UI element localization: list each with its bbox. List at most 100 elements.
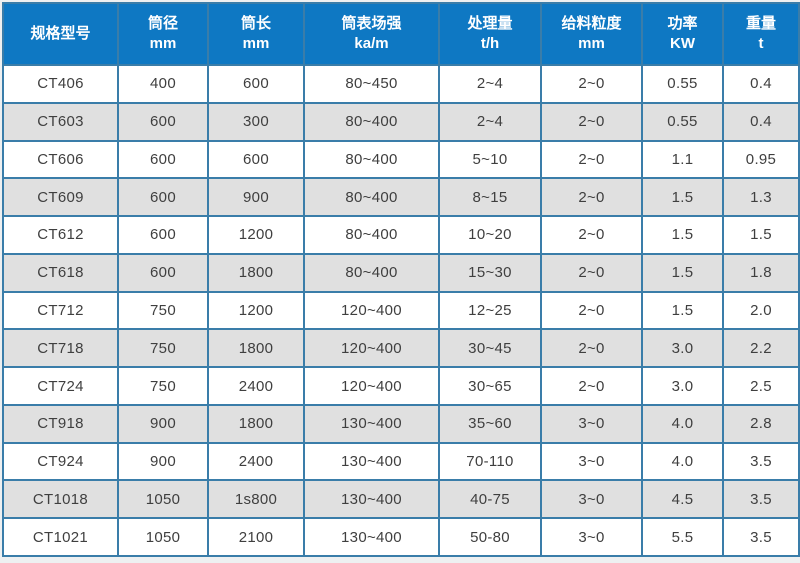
cell-power: 1.5 bbox=[641, 177, 724, 218]
cell-field-strength: 80~400 bbox=[303, 101, 440, 142]
cell-diameter: 400 bbox=[117, 64, 209, 104]
column-header-feed-size: 给料粒度 mm bbox=[540, 2, 643, 66]
table-row: CT606 600 600 80~400 5~10 2~0 1.1 0.95 bbox=[2, 139, 800, 180]
table-row: CT406 400 600 80~450 2~4 2~0 0.55 0.4 bbox=[2, 64, 800, 104]
column-unit: mm bbox=[149, 35, 177, 52]
table-row: CT603 600 300 80~400 2~4 2~0 0.55 0.4 bbox=[2, 101, 800, 142]
cell-length: 2400 bbox=[207, 441, 305, 482]
cell-weight: 0.4 bbox=[722, 64, 800, 104]
column-label: 筒表场强 bbox=[341, 14, 402, 32]
cell-diameter: 750 bbox=[117, 290, 209, 331]
cell-diameter: 1050 bbox=[117, 517, 209, 557]
cell-model: CT1018 bbox=[2, 479, 119, 520]
cell-length: 1s800 bbox=[207, 479, 305, 520]
cell-diameter: 600 bbox=[117, 252, 209, 293]
cell-field-strength: 80~400 bbox=[303, 177, 440, 218]
table-row: CT1021 1050 2100 130~400 50-80 3~0 5.5 3.5 bbox=[2, 517, 800, 557]
cell-field-strength: 130~400 bbox=[303, 479, 440, 520]
cell-field-strength: 120~400 bbox=[303, 328, 440, 369]
cell-field-strength: 120~400 bbox=[303, 290, 440, 331]
cell-capacity: 70-110 bbox=[438, 441, 542, 482]
column-label: 处理量 bbox=[467, 14, 513, 32]
column-unit: ka/m bbox=[354, 35, 389, 52]
cell-diameter: 750 bbox=[117, 366, 209, 406]
column-label: 给料粒度 bbox=[561, 14, 622, 32]
cell-length: 1200 bbox=[207, 290, 305, 331]
cell-field-strength: 130~400 bbox=[303, 517, 440, 557]
column-label: 规格型号 bbox=[30, 24, 91, 42]
column-label: 筒长 bbox=[240, 14, 271, 32]
table-row: CT724 750 2400 120~400 30~65 2~0 3.0 2.5 bbox=[2, 366, 800, 406]
cell-length: 600 bbox=[207, 139, 305, 180]
cell-feed-size: 3~0 bbox=[540, 479, 643, 520]
column-unit: t/h bbox=[480, 35, 500, 52]
cell-weight: 3.5 bbox=[722, 517, 800, 557]
cell-capacity: 2~4 bbox=[438, 101, 542, 142]
cell-feed-size: 3~0 bbox=[540, 441, 643, 482]
column-unit: mm bbox=[578, 35, 605, 52]
cell-weight: 2.2 bbox=[722, 328, 800, 369]
table-row: CT924 900 2400 130~400 70-110 3~0 4.0 3.5 bbox=[2, 441, 800, 482]
cell-capacity: 15~30 bbox=[438, 252, 542, 293]
cell-diameter: 1050 bbox=[117, 479, 209, 520]
table-row: CT1018 1050 1s800 130~400 40-75 3~0 4.5 3.5 bbox=[2, 479, 800, 520]
column-header-power: 功率 KW bbox=[641, 2, 724, 66]
spec-table-body: CT406 400 600 80~450 2~4 2~0 0.55 0.4 CT603 600 30… bbox=[2, 64, 800, 557]
cell-length: 2400 bbox=[207, 366, 305, 406]
cell-power: 0.55 bbox=[641, 64, 724, 104]
cell-feed-size: 2~0 bbox=[540, 177, 643, 218]
cell-field-strength: 130~400 bbox=[303, 403, 440, 444]
cell-model: CT618 bbox=[2, 252, 119, 293]
cell-capacity: 30~65 bbox=[438, 366, 542, 406]
cell-model: CT606 bbox=[2, 139, 119, 180]
cell-length: 2100 bbox=[207, 517, 305, 557]
table-row: CT612 600 1200 80~400 10~20 2~0 1.5 1.5 bbox=[2, 215, 800, 255]
table-row: CT618 600 1800 80~400 15~30 2~0 1.5 1.8 bbox=[2, 252, 800, 293]
cell-weight: 1.3 bbox=[722, 177, 800, 218]
cell-capacity: 35~60 bbox=[438, 403, 542, 444]
column-unit: KW bbox=[670, 35, 695, 52]
cell-field-strength: 80~400 bbox=[303, 252, 440, 293]
column-header-capacity: 处理量 t/h bbox=[438, 2, 542, 66]
cell-weight: 2.0 bbox=[722, 290, 800, 331]
cell-power: 1.5 bbox=[641, 252, 724, 293]
cell-diameter: 900 bbox=[117, 403, 209, 444]
cell-diameter: 600 bbox=[117, 177, 209, 218]
cell-weight: 0.95 bbox=[722, 139, 800, 180]
cell-length: 1200 bbox=[207, 215, 305, 255]
cell-power: 5.5 bbox=[641, 517, 724, 557]
cell-capacity: 30~45 bbox=[438, 328, 542, 369]
cell-model: CT612 bbox=[2, 215, 119, 255]
table-row: CT609 600 900 80~400 8~15 2~0 1.5 1.3 bbox=[2, 177, 800, 218]
cell-field-strength: 80~400 bbox=[303, 139, 440, 180]
cell-feed-size: 2~0 bbox=[540, 328, 643, 369]
cell-power: 4.5 bbox=[641, 479, 724, 520]
cell-model: CT1021 bbox=[2, 517, 119, 557]
cell-feed-size: 3~0 bbox=[540, 403, 643, 444]
column-header-field-strength: 筒表场强 ka/m bbox=[303, 2, 440, 66]
cell-model: CT724 bbox=[2, 366, 119, 406]
table-row: CT718 750 1800 120~400 30~45 2~0 3.0 2.2 bbox=[2, 328, 800, 369]
cell-feed-size: 2~0 bbox=[540, 64, 643, 104]
column-header-diameter: 筒径 mm bbox=[117, 2, 209, 66]
column-label: 功率 bbox=[667, 14, 698, 32]
cell-length: 1800 bbox=[207, 252, 305, 293]
column-unit: t bbox=[758, 35, 764, 52]
column-header-model: 规格型号 bbox=[2, 2, 119, 66]
cell-feed-size: 2~0 bbox=[540, 215, 643, 255]
cell-power: 3.0 bbox=[641, 328, 724, 369]
cell-weight: 2.8 bbox=[722, 403, 800, 444]
cell-diameter: 900 bbox=[117, 441, 209, 482]
cell-model: CT406 bbox=[2, 64, 119, 104]
cell-capacity: 10~20 bbox=[438, 215, 542, 255]
cell-diameter: 600 bbox=[117, 139, 209, 180]
cell-model: CT712 bbox=[2, 290, 119, 331]
cell-capacity: 40-75 bbox=[438, 479, 542, 520]
cell-length: 900 bbox=[207, 177, 305, 218]
column-label: 筒径 bbox=[147, 14, 178, 32]
table-row: CT712 750 1200 120~400 12~25 2~0 1.5 2.0 bbox=[2, 290, 800, 331]
cell-feed-size: 2~0 bbox=[540, 290, 643, 331]
cell-length: 1800 bbox=[207, 328, 305, 369]
table-row: CT918 900 1800 130~400 35~60 3~0 4.0 2.8 bbox=[2, 403, 800, 444]
spec-table-header: 规格型号 筒径 mm 筒长 mm 筒表场强 ka/m 处理量 t/h 给料粒度 mm 功率 KW 重量 t bbox=[2, 2, 800, 66]
